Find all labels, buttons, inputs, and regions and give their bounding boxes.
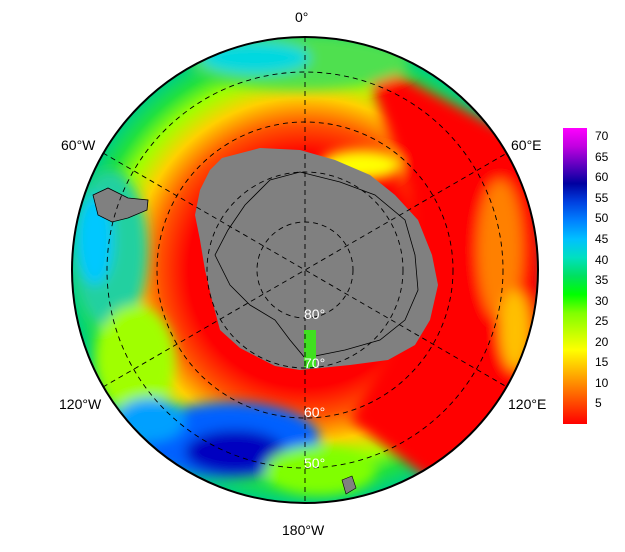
south-america-landmass [92, 187, 149, 223]
colorbar-tick-label: 30 [595, 293, 609, 308]
colorbar-tick-label: 5 [595, 396, 602, 411]
colorbar-tick-label: 55 [595, 190, 609, 205]
new-zealand-landmass [341, 475, 357, 495]
lon-label-60w: 60°W [61, 137, 96, 153]
ross-sea-anomaly [304, 330, 316, 368]
lat-circle-50 [106, 71, 504, 469]
colorbar-tick-label: 25 [595, 314, 609, 329]
lat-label-70: 70° [304, 355, 326, 371]
map-boundary [71, 36, 539, 504]
lon-label-0: 0° [295, 9, 309, 25]
lon-label-120w: 120°W [59, 396, 102, 412]
colorbar-tick-label: 60 [595, 170, 609, 185]
colorbar [563, 128, 587, 424]
antarctica-coastline [214, 171, 419, 359]
meridian-120w-60e [102, 152, 508, 388]
colorbar-tick-label: 45 [595, 232, 609, 246]
lat-label-60: 60° [304, 404, 326, 420]
data-field [72, 37, 538, 503]
lon-label-120e: 120°E [508, 396, 547, 412]
colorbar-tick-label: 65 [595, 149, 609, 164]
lat-label-50: 50° [304, 455, 326, 471]
colorbar-tick-label: 70 [595, 129, 609, 144]
lon-label-60e: 60°E [511, 137, 542, 153]
colorbar-tick-label: 15 [595, 355, 609, 370]
colorbar-tick-label: 10 [595, 375, 609, 390]
colorbar-tick-label: 35 [595, 273, 609, 288]
graticule [102, 37, 508, 503]
meridian-60w-120e [102, 152, 508, 388]
colorbar-tick-label: 50 [595, 211, 609, 226]
colorbar-tick-label: 40 [595, 252, 609, 267]
lat-label-80: 80° [304, 306, 326, 322]
lon-label-180w: 180°W [282, 522, 325, 538]
colorbar-tick-label: 20 [595, 334, 609, 349]
